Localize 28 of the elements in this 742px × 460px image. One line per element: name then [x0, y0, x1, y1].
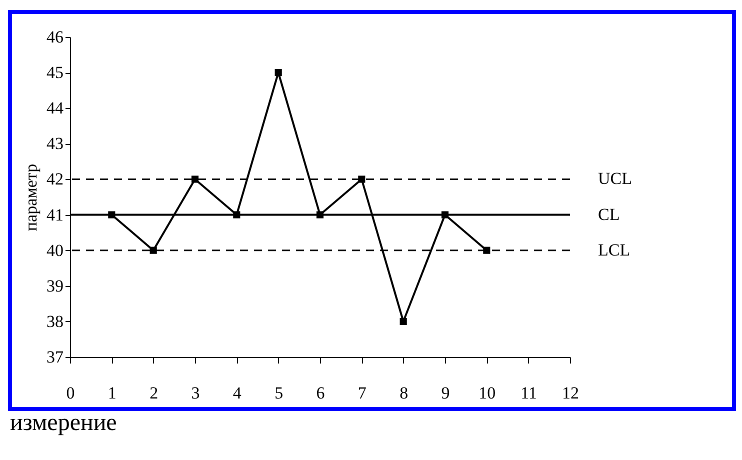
y-tick-label: 37: [46, 348, 64, 366]
y-tick-label: 44: [46, 98, 64, 118]
x-tick-label: 5: [274, 384, 284, 402]
x-tick-label: 4: [232, 384, 242, 402]
x-tick-label: 9: [441, 384, 450, 402]
ref-line-label: CL: [598, 204, 620, 224]
y-tick-label: 41: [46, 205, 64, 224]
y-tick-label: 46: [46, 28, 64, 46]
x-tick-label: 12: [562, 384, 579, 402]
y-tick-label: 42: [46, 170, 64, 189]
ref-line-label: LCL: [598, 240, 630, 260]
y-tick-label: 38: [46, 312, 64, 331]
ref-line-label: UCL: [598, 169, 632, 188]
x-tick-label: 7: [358, 384, 367, 402]
x-tick-label: 6: [316, 384, 325, 402]
y-tick-label: 40: [46, 240, 64, 260]
x-tick-label: 2: [150, 384, 158, 402]
x-tick-label: 1: [108, 384, 116, 402]
x-tick-label: 11: [520, 384, 538, 402]
x-tick-label: 10: [478, 384, 496, 402]
x-axis-title: измерение: [10, 410, 117, 437]
y-tick-label: 43: [46, 134, 64, 154]
x-tick-label: 3: [191, 384, 200, 402]
y-axis-title: параметр: [22, 164, 40, 232]
x-tick-label: 8: [400, 384, 408, 402]
x-tick-label: 0: [66, 384, 75, 402]
y-tick-label: 39: [46, 276, 64, 296]
y-tick-label: 45: [46, 63, 64, 82]
